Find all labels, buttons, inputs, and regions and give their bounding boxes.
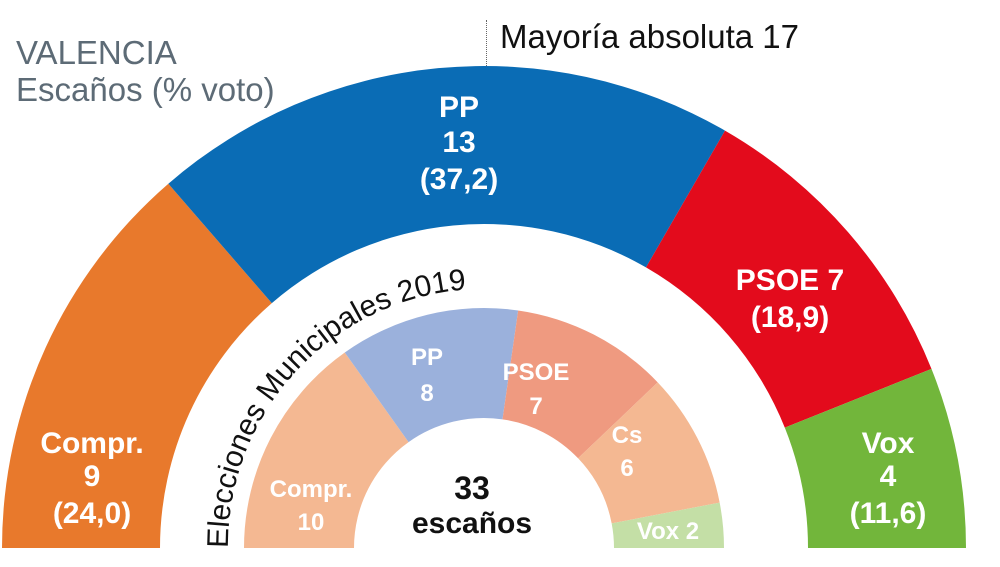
svg-text:Cs: Cs <box>612 422 643 449</box>
svg-text:PSOE: PSOE <box>503 359 570 386</box>
inner-label-compr: Compr. 10 <box>270 476 353 536</box>
svg-text:10: 10 <box>298 509 325 536</box>
svg-text:7: 7 <box>529 393 542 420</box>
svg-text:9: 9 <box>84 460 101 493</box>
outer-label-compr: Compr. 9 (24,0) <box>40 427 143 530</box>
svg-text:(18,9): (18,9) <box>751 301 829 334</box>
inner-label-pp: PP 8 <box>411 344 443 407</box>
inner-segment-cs <box>578 382 720 524</box>
outer-segment-pp <box>168 66 726 304</box>
inner-segment-vox <box>611 502 724 548</box>
svg-text:8: 8 <box>420 380 433 407</box>
outer-segment-psoe <box>646 130 932 428</box>
inner-label-vox: Vox 2 <box>637 518 699 545</box>
inner-ring <box>244 308 724 548</box>
svg-text:(11,6): (11,6) <box>850 497 927 530</box>
inner-label-cs: Cs 6 <box>612 422 643 482</box>
majority-label: Mayoría absoluta 17 <box>500 18 800 55</box>
svg-text:Compr.: Compr. <box>40 427 143 460</box>
outer-label-vox: Vox 4 (11,6) <box>850 427 927 530</box>
svg-text:4: 4 <box>880 460 897 493</box>
inner-segment-psoe <box>502 310 658 459</box>
svg-text:PSOE 7: PSOE 7 <box>736 264 844 297</box>
inner-label-psoe: PSOE 7 <box>503 359 570 420</box>
chart-title: VALENCIA Escaños (% voto) <box>16 34 275 108</box>
outer-label-pp: PP 13 (37,2) <box>420 91 498 196</box>
title-subtitle: Escaños (% voto) <box>16 71 275 108</box>
total-unit: escaños <box>412 507 532 540</box>
svg-text:6: 6 <box>620 455 633 482</box>
inner-segment-pp <box>344 308 519 443</box>
outer-segment-vox <box>784 368 966 548</box>
svg-text:13: 13 <box>442 126 475 159</box>
svg-text:(37,2): (37,2) <box>420 163 498 196</box>
svg-text:Compr.: Compr. <box>270 476 353 503</box>
total-seats: 33 <box>454 470 490 506</box>
svg-text:Vox: Vox <box>862 427 915 460</box>
outer-ring <box>2 66 966 548</box>
title-city: VALENCIA <box>16 34 177 71</box>
inner-segment-compr <box>244 352 409 548</box>
majority-line <box>486 20 487 66</box>
svg-text:PP: PP <box>439 91 479 124</box>
svg-text:PP: PP <box>411 344 443 371</box>
outer-label-psoe: PSOE 7 (18,9) <box>736 264 844 334</box>
outer-segment-compr <box>2 183 272 548</box>
svg-text:(24,0): (24,0) <box>53 497 131 530</box>
